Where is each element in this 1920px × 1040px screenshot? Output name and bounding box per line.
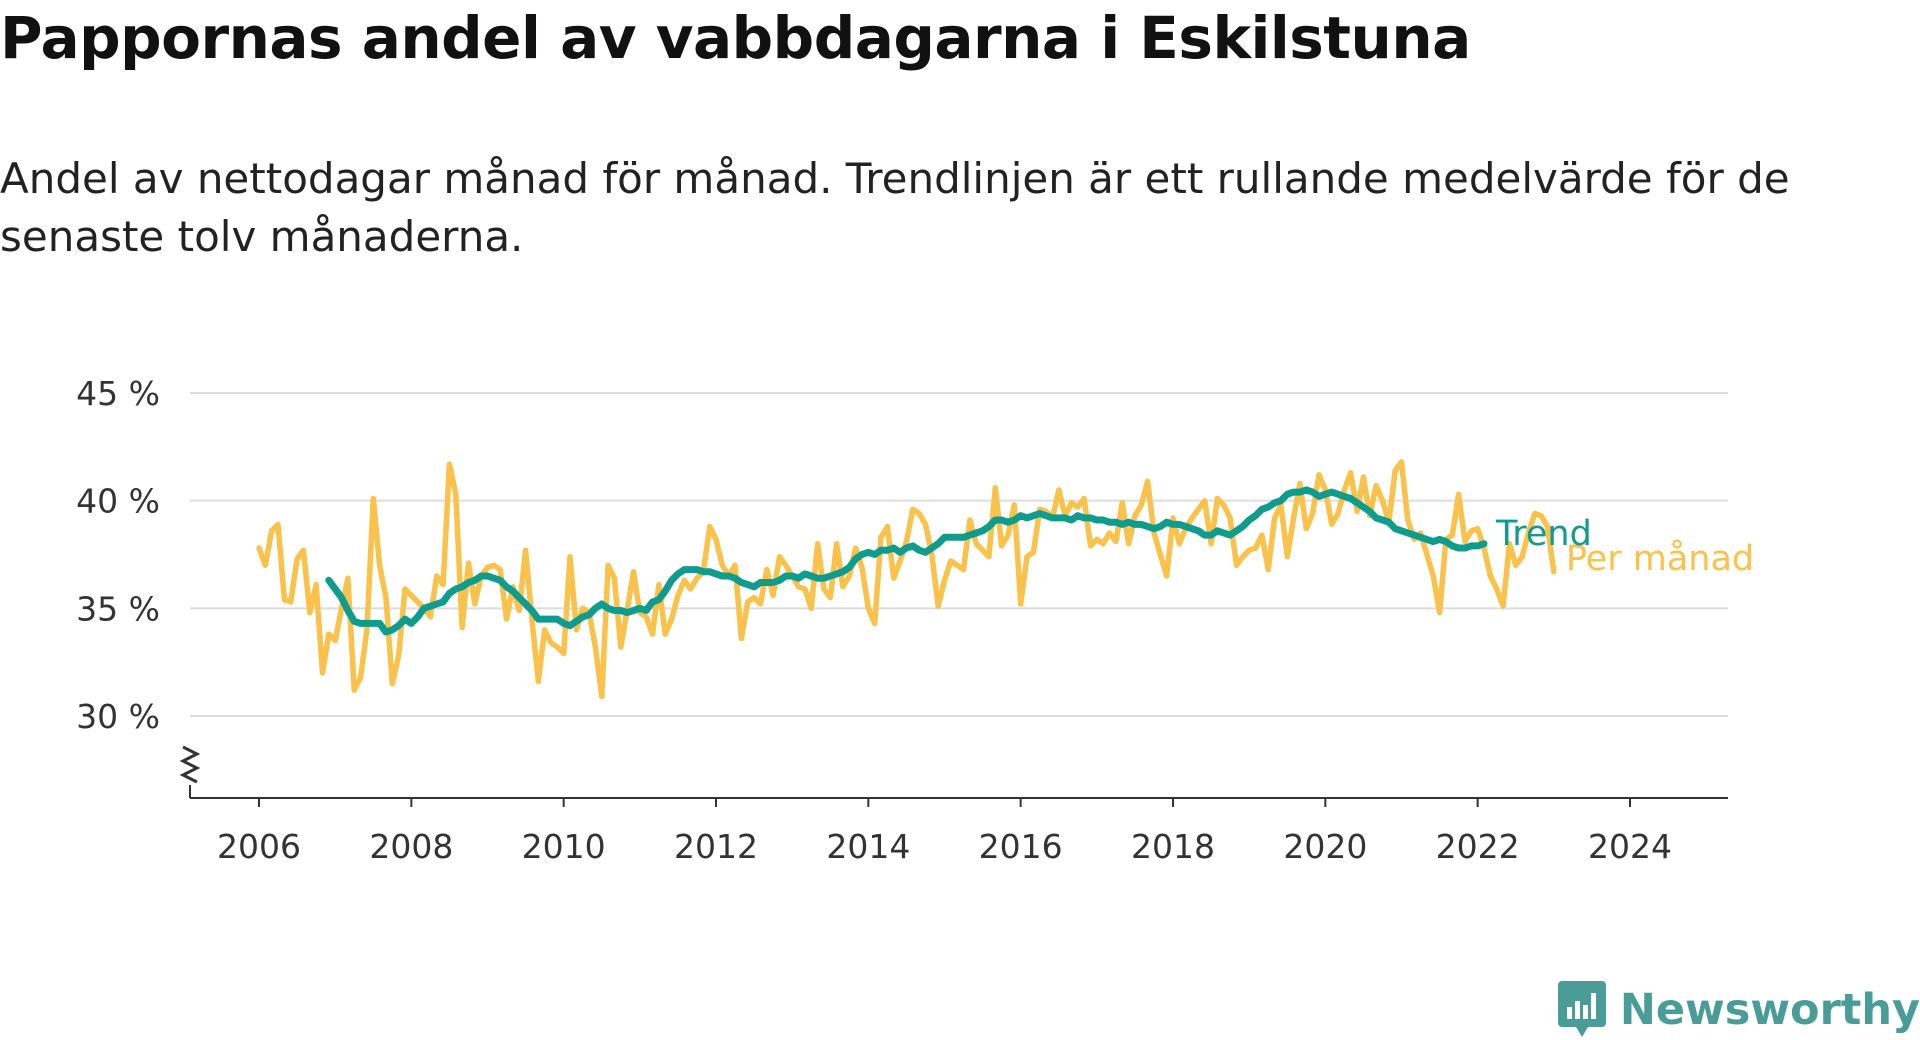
brand-name: Newsworthy — [1619, 985, 1920, 1035]
axis-break-icon — [179, 745, 201, 784]
per-month-label: Per månad — [1566, 538, 1754, 579]
y-tick-label: 35 % — [76, 589, 160, 628]
y-tick-label: 45 % — [76, 374, 160, 413]
chart-subtitle: Andel av nettodagar månad för månad. Tre… — [0, 154, 1790, 261]
x-tick-label: 2010 — [522, 827, 606, 866]
per-month-line — [256, 459, 1557, 700]
x-tick-label: 2008 — [369, 827, 453, 866]
x-tick-label: 2022 — [1436, 827, 1520, 866]
trend-line — [325, 486, 1488, 636]
x-tick-label: 2014 — [826, 827, 910, 866]
chart-title: Pappornas andel av vabbdagarna i Eskilst… — [0, 4, 1471, 72]
x-tick-label: 2006 — [217, 827, 301, 866]
x-tick-label: 2016 — [979, 827, 1063, 866]
x-tick-label: 2024 — [1588, 827, 1672, 866]
x-axis: 2006 2008 2010 2012 2014 2016 2018 2020 2022 2024 — [179, 745, 1728, 866]
grid-lines — [190, 392, 1728, 717]
y-tick-label: 30 % — [76, 697, 160, 736]
y-axis-labels: 30 % 35 % 40 % 45 % — [76, 374, 160, 736]
brand-logo: Newsworthy — [1557, 980, 1920, 1040]
trend-label: Trend — [1495, 514, 1592, 554]
x-tick-label: 2012 — [674, 827, 758, 866]
x-tick-label: 2018 — [1131, 827, 1215, 866]
y-tick-label: 40 % — [76, 482, 160, 521]
line-chart: 30 % 35 % 40 % 45 % 2006 2008 2010 2012 2014 201… — [76, 374, 1754, 866]
series-lines — [256, 459, 1557, 700]
newsworthy-logo-icon — [1557, 981, 1606, 1037]
x-tick-label: 2020 — [1283, 827, 1367, 866]
